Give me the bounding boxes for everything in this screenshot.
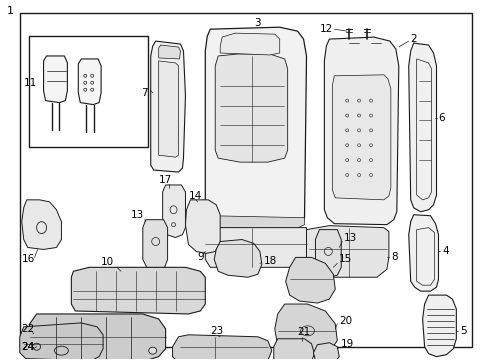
Text: 19: 19 [341,339,354,349]
Polygon shape [20,323,103,360]
Bar [29,36,147,147]
Polygon shape [150,41,185,172]
Text: 20: 20 [339,316,352,326]
Polygon shape [306,226,388,277]
Text: 21: 21 [297,327,310,337]
Polygon shape [273,339,314,360]
Ellipse shape [40,347,47,354]
Polygon shape [163,185,185,238]
Polygon shape [408,215,438,291]
Text: 12: 12 [319,24,332,34]
Text: 3: 3 [254,18,261,28]
Polygon shape [274,304,337,356]
Text: 24: 24 [21,342,35,352]
Polygon shape [43,56,67,103]
Text: 2: 2 [410,34,416,44]
Polygon shape [332,75,390,200]
Text: 23: 23 [210,326,223,336]
Text: 16: 16 [21,255,35,264]
Text: 14: 14 [188,191,201,201]
Polygon shape [205,228,306,267]
Text: 22: 22 [21,324,35,334]
Polygon shape [215,54,287,162]
Text: 8: 8 [390,252,397,262]
Text: 13: 13 [131,210,144,220]
Polygon shape [313,343,339,360]
Text: 4: 4 [442,247,448,256]
Text: 1: 1 [7,6,14,16]
Polygon shape [210,216,304,230]
Polygon shape [408,43,436,212]
Text: 11: 11 [24,78,37,88]
Text: 5: 5 [459,326,466,336]
Polygon shape [214,239,262,277]
Polygon shape [315,230,341,277]
Polygon shape [185,200,220,253]
Polygon shape [422,295,455,357]
Text: 10: 10 [101,257,114,267]
Text: 9: 9 [197,252,203,262]
Text: 6: 6 [438,113,444,123]
Text: 15: 15 [339,255,352,264]
Polygon shape [158,61,178,157]
Polygon shape [71,267,205,314]
Polygon shape [220,33,279,55]
Polygon shape [172,335,271,360]
Text: 17: 17 [158,175,172,185]
Text: 7: 7 [141,88,147,98]
Polygon shape [28,314,165,360]
Polygon shape [78,59,101,105]
Polygon shape [324,37,398,225]
Text: 24: 24 [21,342,35,352]
Polygon shape [205,27,306,230]
Text: 18: 18 [264,256,277,266]
Ellipse shape [148,347,156,354]
Polygon shape [21,200,61,249]
Text: 13: 13 [344,233,357,243]
Polygon shape [158,45,180,59]
Polygon shape [142,220,167,269]
Polygon shape [285,257,335,303]
